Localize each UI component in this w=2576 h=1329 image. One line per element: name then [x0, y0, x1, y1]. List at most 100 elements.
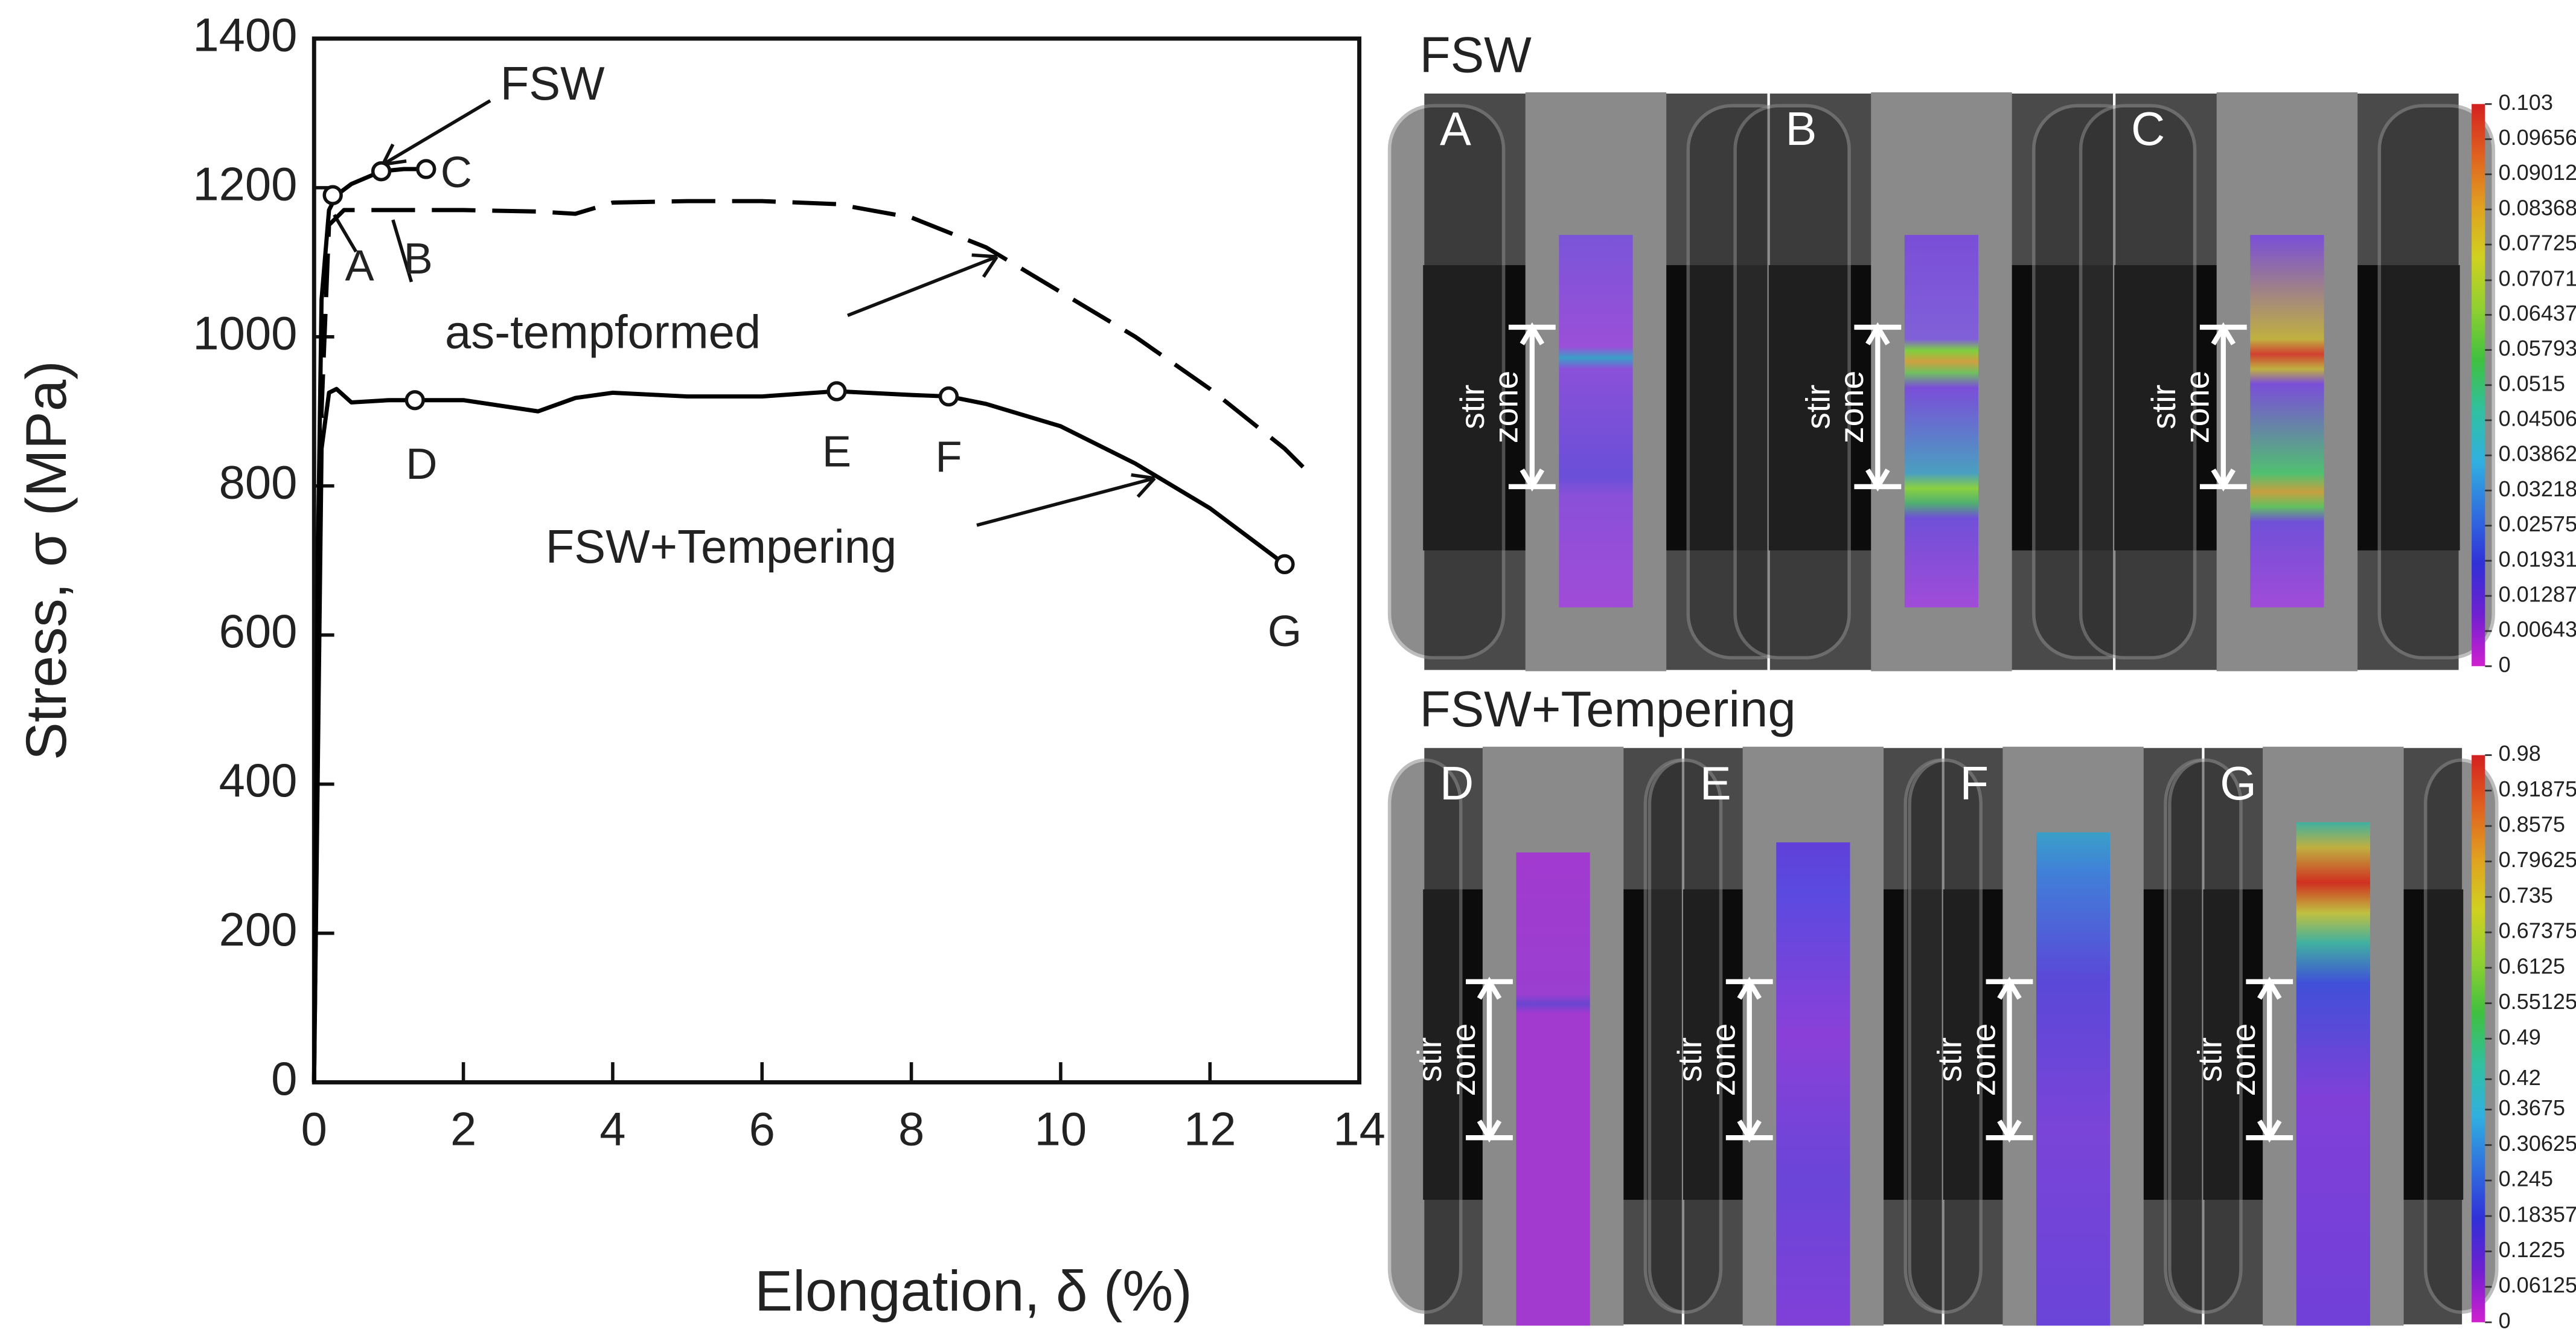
x-tick-label: 4 — [599, 1103, 625, 1155]
annotation: FSW+Tempering — [546, 521, 896, 573]
arrow — [976, 476, 1155, 527]
grip-left — [1387, 758, 1463, 1314]
colorbar-tick-label: 0.91875 — [2499, 777, 2576, 801]
point-label: D — [406, 440, 437, 488]
stir-zone-arrow — [1466, 976, 1513, 1143]
colorbar-tick-label: 0.0965625 — [2499, 125, 2576, 150]
stir-zone-label: stir — [1671, 1037, 1708, 1082]
colorbar-tick-label: 0.55125 — [2499, 989, 2576, 1014]
point-marker — [1274, 554, 1295, 575]
stir-zone-label: stir — [1800, 385, 1837, 429]
colorbar-tick-label: 0.79625 — [2499, 847, 2576, 872]
plot-frame — [312, 36, 1362, 1084]
colorbar-tick-label: 0.07725 — [2499, 231, 2576, 255]
grip-right — [2423, 758, 2499, 1314]
panel-letter: F — [1960, 758, 1989, 810]
stir-zone-arrow — [2246, 976, 2293, 1143]
point-label: B — [404, 235, 433, 283]
colorbar-tick-label: 0.67375 — [2499, 918, 2576, 943]
point-label: E — [822, 428, 851, 476]
stir-zone-label: stir — [2191, 1037, 2228, 1082]
y-tick-label: 1200 — [193, 158, 297, 210]
grip-left — [2168, 758, 2243, 1314]
x-tick-label: 8 — [898, 1103, 924, 1155]
series-line — [312, 386, 1286, 1083]
x-tick-label: 14 — [1333, 1103, 1385, 1155]
colorbar-tick-label: 0.42 — [2499, 1065, 2541, 1090]
colorbar-tick-label: 0.038625 — [2499, 441, 2576, 466]
point-label: C — [441, 149, 472, 197]
y-tick-label: 0 — [271, 1053, 297, 1105]
point-label: A — [345, 242, 375, 290]
arrow — [382, 99, 491, 166]
annotation: as-tempformed — [445, 306, 761, 358]
panel-row-title: FSW+Tempering — [1420, 681, 1796, 737]
colorbar-tick-label: 0.0579375 — [2499, 336, 2576, 360]
point-marker — [404, 390, 425, 411]
panel-letter: E — [1700, 758, 1731, 810]
stir-zone-label: zone — [2179, 371, 2216, 444]
colorbar-tick-label: 0.8575 — [2499, 812, 2565, 837]
strain-strip — [1904, 235, 1979, 608]
colorbar-tick-label: 0.3675 — [2499, 1095, 2565, 1120]
stir-zone-arrow — [2199, 322, 2247, 492]
colorbar-tick-label: 0.1225 — [2499, 1237, 2565, 1262]
annotation: FSW — [500, 58, 605, 110]
stir-zone-label: zone — [1705, 1023, 1742, 1097]
panel-letter: G — [2220, 758, 2257, 810]
grip-left — [1648, 758, 1723, 1314]
point-label: F — [935, 433, 962, 481]
point-marker — [371, 161, 392, 182]
grip-left — [1387, 104, 1506, 660]
colorbar-tick-label: 0.98 — [2499, 741, 2541, 766]
y-tick-label: 400 — [219, 755, 298, 807]
colorbar-tick-label: 0.0193125 — [2499, 546, 2576, 571]
stir-zone-arrow — [1986, 976, 2033, 1143]
colorbar-tick-label: 0.0515 — [2499, 371, 2565, 395]
strain-strip — [2250, 235, 2324, 608]
panel-row-title: FSW — [1420, 27, 1532, 83]
y-axis-label: Stress, σ (MPa) — [14, 360, 78, 760]
arrow — [391, 219, 414, 283]
arrowhead — [1131, 473, 1156, 498]
colorbar-tick-label: 0.0836875 — [2499, 195, 2576, 220]
colorbar-tick-label: 0.012875 — [2499, 581, 2576, 606]
grip-left — [2079, 104, 2197, 660]
y-tick-label: 600 — [219, 606, 298, 658]
stir-zone-label: zone — [1964, 1023, 2002, 1097]
point-label: G — [1268, 607, 1302, 656]
stir-zone-arrow — [1725, 976, 1773, 1143]
arrow — [846, 255, 998, 318]
colorbar-tick-label: 0.18357 — [2499, 1202, 2576, 1226]
x-tick-label: 0 — [301, 1103, 327, 1155]
x-tick-label: 6 — [749, 1103, 775, 1155]
point-marker — [826, 381, 847, 402]
colorbar-tick-label: 0.090125 — [2499, 160, 2576, 185]
y-tick-label: 200 — [219, 904, 298, 956]
colorbar-tick-label: 0 — [2499, 652, 2511, 677]
strain-strip — [1559, 235, 1633, 608]
x-tick-label: 12 — [1184, 1103, 1236, 1155]
series-line — [312, 199, 1309, 1083]
stir-zone-label: stir — [1411, 1037, 1448, 1082]
colorbar-tick-label: 0.06125 — [2499, 1273, 2576, 1298]
stir-zone-arrow — [1854, 322, 1902, 492]
colorbar-tick-label: 0.103 — [2499, 90, 2553, 115]
panel-letter: B — [1785, 103, 1817, 155]
annotation-arrows — [333, 99, 1156, 527]
point-marker — [416, 159, 436, 179]
stir-zone-label: zone — [1833, 371, 1870, 444]
stir-zone-arrow — [1508, 322, 1556, 492]
grip-left — [1733, 104, 1851, 660]
y-tick-label: 1400 — [193, 9, 297, 61]
x-tick-label: 2 — [450, 1103, 476, 1155]
colorbar-tick-label: 0 — [2499, 1308, 2511, 1329]
panel-letter: A — [1440, 103, 1471, 155]
arrow — [333, 214, 358, 253]
strain-strip — [1776, 842, 1850, 1326]
strain-strip — [2036, 832, 2111, 1326]
